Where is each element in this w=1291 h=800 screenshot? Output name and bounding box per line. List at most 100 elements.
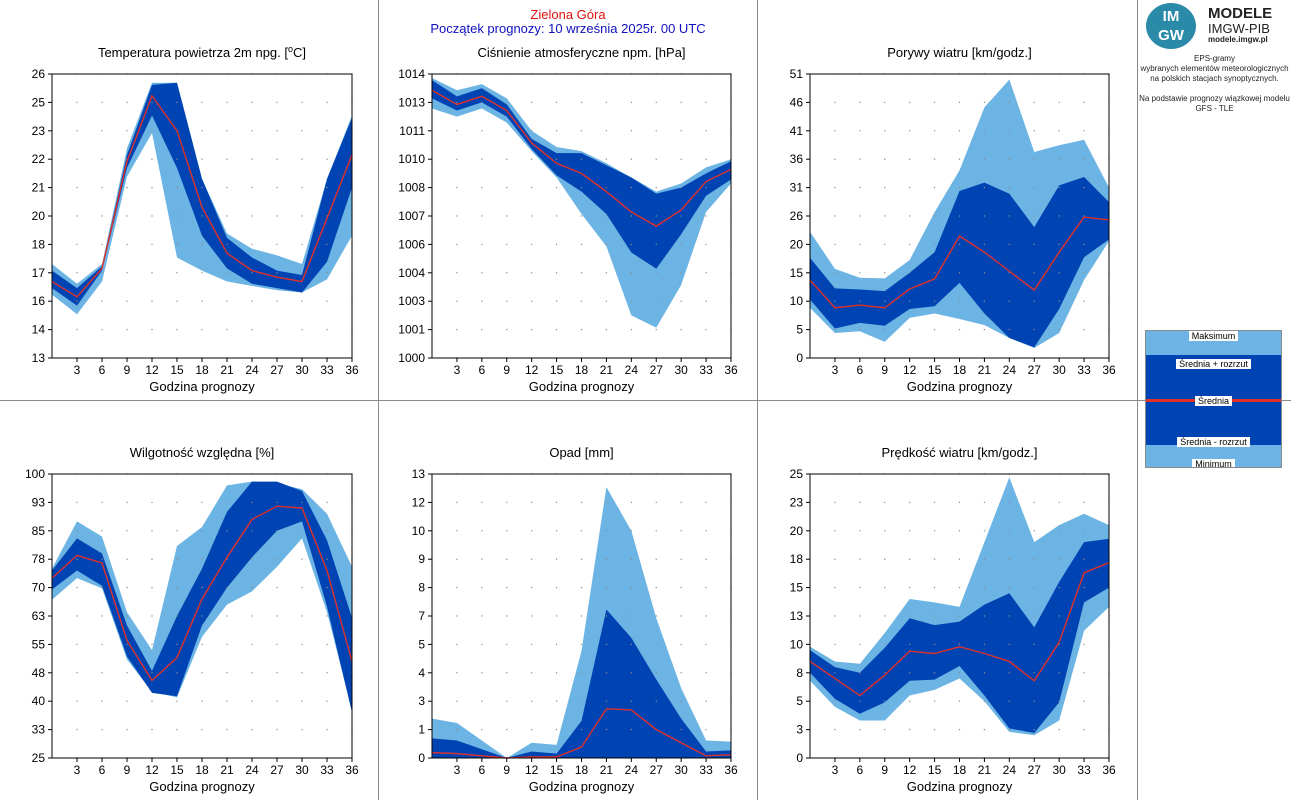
grid-dot bbox=[530, 243, 533, 246]
grid-dot bbox=[680, 672, 682, 674]
grid-dot bbox=[655, 243, 657, 246]
grid-dot bbox=[705, 130, 707, 132]
x-tick-label: 18 bbox=[575, 763, 589, 777]
grid-dot bbox=[908, 101, 911, 104]
grid-dot bbox=[958, 186, 961, 189]
grid-dot bbox=[705, 530, 707, 532]
grid-dot bbox=[201, 558, 203, 560]
grid-dot bbox=[301, 158, 303, 160]
grid-dot bbox=[126, 586, 128, 589]
grid-dot bbox=[580, 186, 583, 189]
y-tick-label: 93 bbox=[32, 495, 46, 509]
grid-dot bbox=[151, 101, 153, 104]
grid-dot bbox=[301, 615, 303, 617]
x-tick-label: 3 bbox=[454, 763, 461, 777]
grid-dot bbox=[884, 615, 886, 617]
y-tick-label: 0 bbox=[418, 751, 425, 765]
x-tick-label: 3 bbox=[74, 363, 81, 377]
grid-dot bbox=[884, 328, 886, 331]
grid-dot bbox=[251, 243, 253, 246]
x-tick-label: 15 bbox=[550, 763, 564, 777]
grid-dot bbox=[908, 728, 911, 731]
grid-dot bbox=[884, 243, 886, 246]
y-tick-label: 10 bbox=[790, 637, 804, 651]
legend-minus-label: Średnia - rozrzut bbox=[1177, 437, 1250, 447]
grid-dot bbox=[456, 215, 458, 217]
grid-dot bbox=[251, 272, 253, 274]
y-tick-label: 1000 bbox=[398, 351, 425, 365]
grid-dot bbox=[301, 101, 303, 104]
grid-dot bbox=[1008, 186, 1011, 189]
grid-dot bbox=[301, 530, 303, 532]
grid-dot bbox=[1033, 158, 1035, 160]
grid-dot bbox=[958, 328, 961, 331]
grid-dot bbox=[76, 272, 78, 274]
grid-dot bbox=[251, 615, 253, 617]
grid-dot bbox=[1083, 643, 1085, 646]
grid-dot bbox=[481, 643, 483, 646]
grid-dot bbox=[226, 272, 228, 274]
grid-dot bbox=[1083, 728, 1085, 731]
grid-dot bbox=[834, 672, 836, 674]
x-tick-label: 15 bbox=[928, 363, 942, 377]
x-tick-label: 30 bbox=[674, 363, 688, 377]
grid-dot bbox=[506, 130, 508, 132]
x-tick-label: 6 bbox=[478, 363, 485, 377]
grid-dot bbox=[630, 672, 633, 674]
grid-dot bbox=[884, 558, 886, 560]
x-tick-label: 27 bbox=[650, 363, 664, 377]
grid-dot bbox=[176, 615, 178, 617]
description-line: Na podstawie prognozy wiązkowej modelu bbox=[1139, 94, 1290, 103]
grid-dot bbox=[301, 672, 303, 674]
y-tick-label: 13 bbox=[790, 609, 804, 623]
grid-dot bbox=[555, 728, 558, 731]
grid-dot bbox=[101, 272, 103, 274]
grid-dot bbox=[605, 615, 608, 617]
grid-dot bbox=[630, 328, 633, 331]
envelope-band bbox=[432, 487, 731, 758]
grid-dot bbox=[605, 272, 608, 274]
grid-dot bbox=[76, 615, 78, 617]
x-tick-label: 15 bbox=[550, 363, 564, 377]
grid-dot bbox=[630, 530, 633, 532]
grid-dot bbox=[1033, 243, 1035, 246]
x-tick-label: 18 bbox=[195, 363, 209, 377]
imgw-logo[interactable]: IM GW MODELE IMGW-PIB modele.imgw.pl bbox=[1146, 3, 1286, 49]
grid-dot bbox=[1033, 672, 1035, 674]
grid-dot bbox=[834, 101, 836, 104]
grid-dot bbox=[530, 643, 533, 646]
grid-dot bbox=[481, 501, 483, 504]
grid-dot bbox=[605, 672, 608, 674]
grid-dot bbox=[983, 728, 986, 731]
y-tick-label: 8 bbox=[418, 581, 425, 595]
chart-gusts: Porywy wiatru [km/godz.]0510152026313641… bbox=[790, 45, 1116, 394]
grid-dot bbox=[630, 586, 633, 589]
x-tick-label: 30 bbox=[674, 763, 688, 777]
x-tick-label: 15 bbox=[170, 363, 184, 377]
x-tick-label: 21 bbox=[600, 763, 614, 777]
grid-dot bbox=[76, 728, 78, 731]
grid-dot bbox=[655, 643, 657, 646]
y-tick-label: 1013 bbox=[398, 95, 425, 109]
grid-dot bbox=[101, 101, 103, 104]
y-tick-label: 13 bbox=[412, 467, 426, 481]
grid-dot bbox=[126, 530, 128, 532]
grid-dot bbox=[1033, 272, 1035, 274]
grid-dot bbox=[859, 300, 861, 302]
grid-dot bbox=[481, 615, 483, 617]
grid-dot bbox=[680, 130, 682, 132]
grid-dot bbox=[76, 672, 78, 674]
grid-dot bbox=[908, 586, 911, 589]
grid-dot bbox=[555, 158, 558, 160]
grid-dot bbox=[1033, 501, 1035, 504]
grid-dot bbox=[555, 643, 558, 646]
grid-dot bbox=[481, 243, 483, 246]
grid-dot bbox=[1058, 101, 1060, 104]
grid-dot bbox=[983, 243, 986, 246]
grid-dot bbox=[176, 586, 178, 589]
chart-title: Prędkość wiatru [km/godz.] bbox=[881, 445, 1037, 460]
grid-dot bbox=[680, 586, 682, 589]
grid-dot bbox=[859, 643, 861, 646]
y-tick-label: 48 bbox=[32, 666, 46, 680]
